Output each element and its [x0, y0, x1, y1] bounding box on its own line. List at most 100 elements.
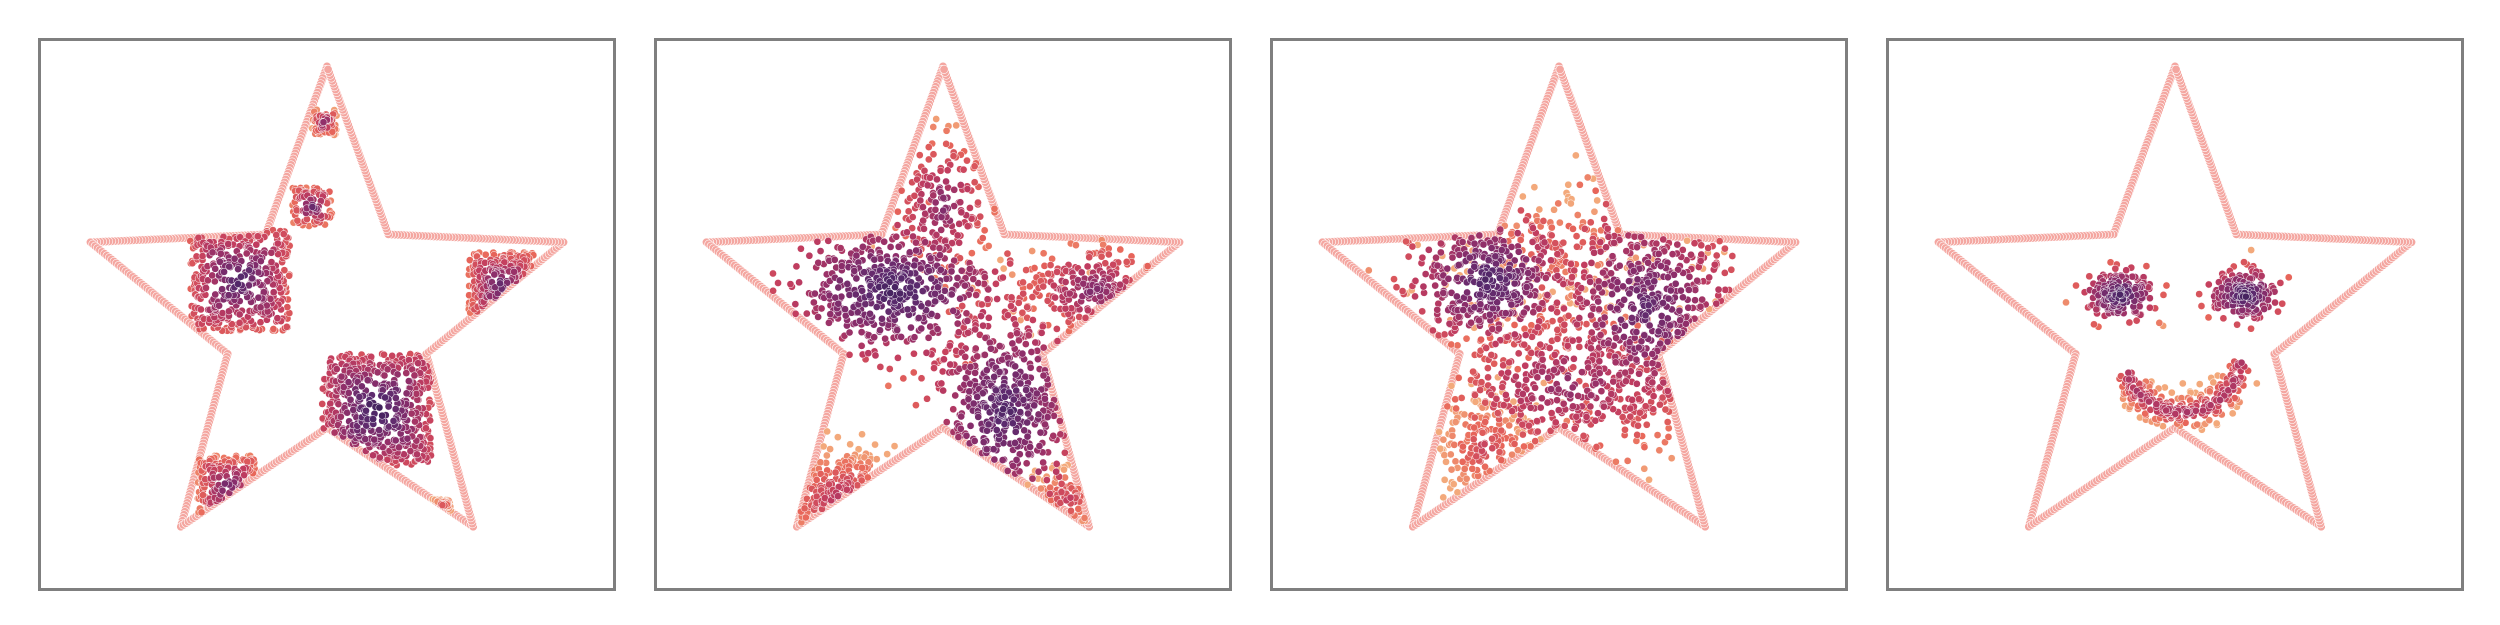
scatter-point	[995, 342, 1004, 350]
scatter-point	[977, 312, 985, 320]
scatter-point	[814, 313, 822, 321]
scatter-point	[910, 261, 919, 270]
scatter-point	[968, 249, 976, 257]
scatter-point	[402, 369, 411, 377]
scatter-point	[1031, 338, 1040, 347]
scatter-point	[961, 353, 970, 361]
scatter-point	[971, 369, 979, 377]
scatter-point	[872, 303, 881, 311]
scatter-point	[958, 302, 967, 310]
scatter-point	[1030, 264, 1039, 272]
scatter-point	[197, 508, 206, 517]
scatter-point	[1036, 428, 1045, 437]
scatter-point	[940, 286, 949, 295]
scatter-point	[995, 368, 1004, 376]
panel-1	[38, 38, 616, 591]
scatter-point	[834, 492, 842, 500]
scatter-point	[871, 440, 879, 449]
scatter-point	[946, 360, 955, 369]
scatter-point	[816, 458, 825, 467]
scatter-point	[947, 267, 956, 276]
scatter-point	[1009, 461, 1017, 470]
scatter-point	[1034, 410, 1043, 419]
scatter-point	[1039, 249, 1048, 258]
scatter-point	[905, 248, 914, 257]
scatter-point	[925, 266, 933, 275]
scatter-point	[218, 486, 227, 495]
scatter-point	[816, 247, 825, 255]
scatter-point	[1448, 432, 1457, 440]
scatter-point	[823, 427, 831, 436]
scatter-point	[795, 278, 803, 287]
scatter-point	[1066, 493, 1075, 502]
scatter-point	[993, 295, 1001, 303]
scatter-point	[965, 265, 974, 273]
scatter-point	[1000, 393, 1009, 401]
scatter-point	[884, 382, 893, 390]
scatter-point	[931, 205, 940, 214]
scatter-point	[926, 254, 935, 263]
scatter-point	[285, 271, 293, 280]
scatter-point	[381, 393, 389, 402]
star-boundary	[1317, 61, 1801, 532]
scatter-point	[924, 155, 933, 164]
scatter-point	[334, 400, 343, 408]
scatter-point	[1061, 278, 1070, 286]
scatter-plot-3	[1317, 61, 1801, 532]
scatter-point	[481, 250, 490, 259]
scatter-point	[936, 251, 944, 260]
scatter-point	[1039, 458, 1047, 467]
scatter-point	[1024, 331, 1033, 340]
scatter-point	[931, 297, 939, 306]
scatter-point	[919, 203, 927, 211]
scatter-point	[1512, 221, 1521, 230]
scatter-point	[927, 274, 936, 283]
scatter-point	[914, 314, 923, 322]
scatter-point	[1003, 249, 1012, 258]
scatter-point	[802, 309, 811, 318]
scatter-point	[791, 300, 800, 308]
scatter-point	[987, 344, 995, 353]
scatter-point	[831, 468, 840, 477]
scatter-point	[1060, 465, 1068, 474]
scatter-point	[1109, 260, 1118, 269]
scatter-point	[1056, 417, 1064, 425]
panel-3	[1270, 38, 1848, 591]
scatter-point	[841, 305, 849, 314]
scatter-point	[893, 221, 902, 229]
scatter-point	[883, 450, 892, 458]
scatter-point	[237, 272, 245, 281]
scatter-point	[812, 476, 821, 484]
scatter-point	[991, 267, 999, 276]
scatter-point	[1057, 488, 1066, 497]
scatter-point	[963, 222, 972, 231]
scatter-point	[984, 285, 993, 294]
scatter-point	[1011, 362, 1019, 371]
scatter-point	[826, 445, 834, 453]
scatter-point	[858, 430, 866, 439]
scatter-point	[1440, 451, 1449, 459]
scatter-point	[267, 258, 276, 266]
scatter-point	[1011, 320, 1020, 329]
scatter-point	[952, 121, 961, 130]
scatter-point	[931, 198, 940, 207]
scatter-point	[950, 185, 959, 194]
scatter-point	[912, 246, 920, 255]
scatter-point	[973, 352, 982, 361]
scatter-point	[941, 348, 950, 356]
scatter-point	[1012, 456, 1021, 464]
scatter-point	[917, 190, 926, 199]
scatter-point	[269, 325, 278, 333]
scatter-point	[953, 274, 962, 282]
scatter-point	[1449, 480, 1458, 489]
scatter-point	[1026, 443, 1034, 451]
scatter-point	[842, 485, 851, 494]
scatter-point	[1011, 427, 1020, 436]
scatter-point	[992, 280, 1000, 288]
scatter-point	[915, 151, 924, 159]
scatter-point	[199, 491, 207, 499]
scatter-point	[211, 264, 220, 273]
scatter-point	[933, 175, 941, 184]
scatter-point	[998, 456, 1007, 464]
scatter-point	[819, 442, 828, 451]
